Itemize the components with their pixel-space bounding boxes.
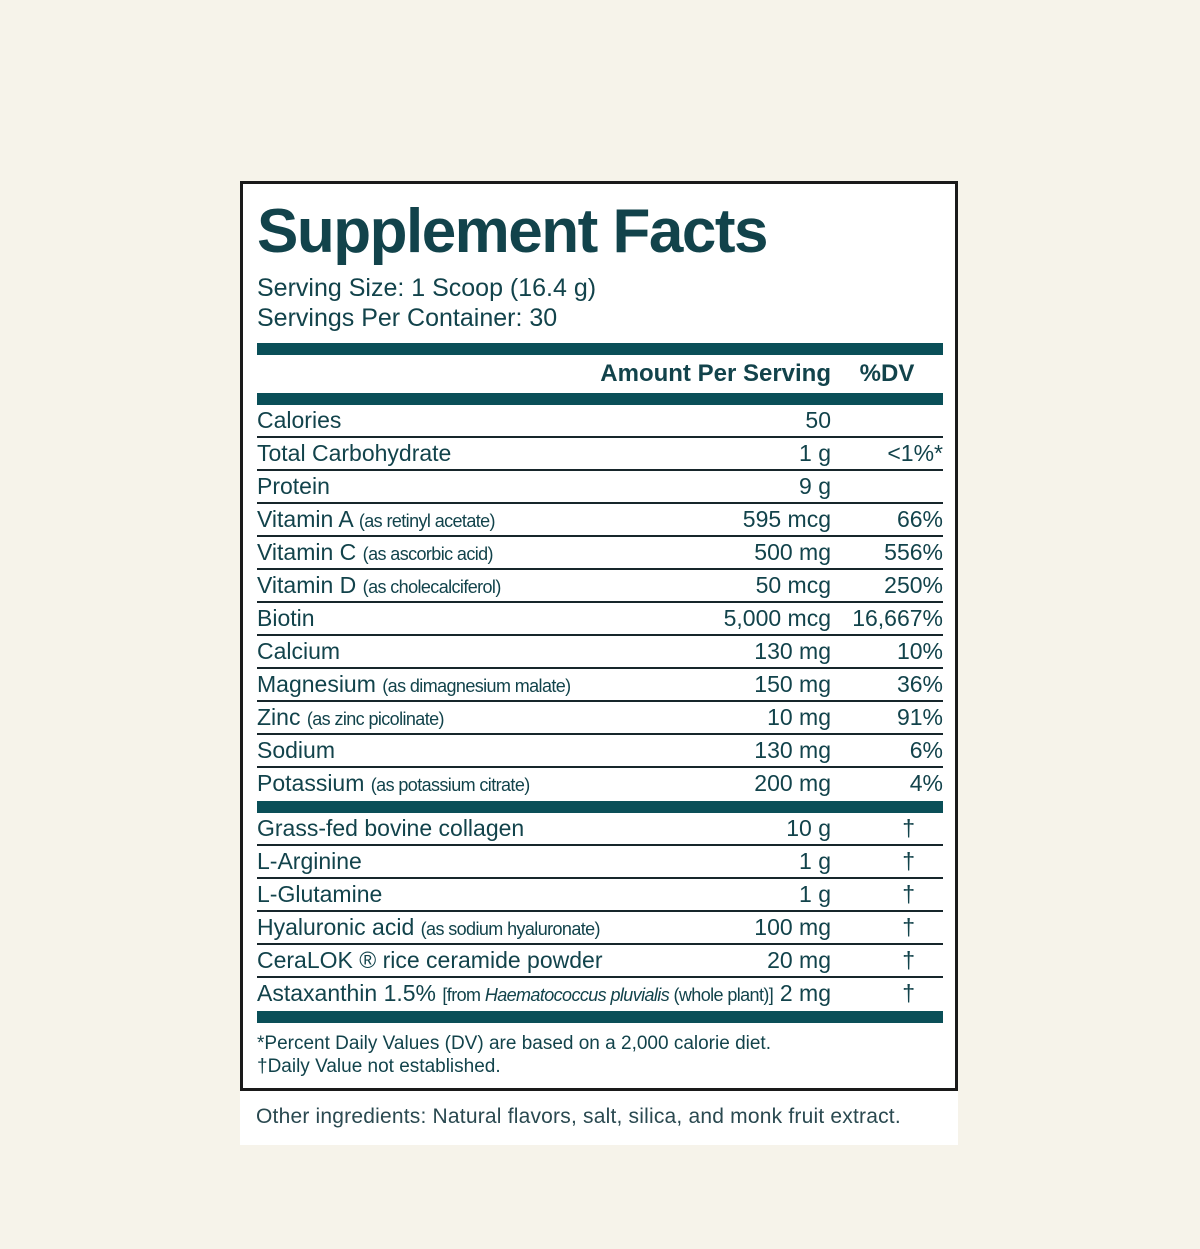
ingredient-source-note: (as ascorbic acid)	[362, 544, 494, 565]
ingredient-daily-value: †	[902, 881, 915, 908]
footnotes: *Percent Daily Values (DV) are based on …	[257, 1032, 943, 1078]
ingredient-name: Calcium	[257, 638, 341, 665]
ingredient-daily-value: 91%	[896, 704, 943, 731]
ingredient-source-note: [from Haematococcus pluvialis (whole pla…	[442, 985, 774, 1006]
ingredient-daily-value: 556%	[884, 539, 943, 566]
ingredient-row: Calories 50	[257, 405, 943, 439]
ingredient-daily-value: †	[902, 914, 915, 941]
ingredient-source-note: (as zinc picolinate)	[306, 709, 445, 730]
ingredient-name: Sodium	[257, 737, 335, 764]
ingredient-row: Potassium (as potassium citrate) 200 mg 4%	[257, 768, 943, 801]
servings-per-container-text: Servings Per Container: 30	[257, 304, 558, 333]
ingredient-daily-value: 16,667%	[852, 605, 943, 632]
ingredient-name: Total Carbohydrate	[257, 440, 452, 467]
ingredient-row: Sodium 130 mg 6%	[257, 735, 943, 769]
ingredient-row: Biotin 5,000 mcg 16,667%	[257, 603, 943, 637]
ingredient-name: Vitamin D (as cholecalciferol)	[257, 572, 502, 599]
ingredient-row: Total Carbohydrate 1 g <1%*	[257, 438, 943, 472]
ingredient-source-note: (as potassium citrate)	[370, 775, 530, 796]
ingredient-amount: 20 mg	[767, 947, 831, 974]
ingredient-name: Calories	[257, 407, 342, 434]
ingredient-row: Zinc (as zinc picolinate) 10 mg 91%	[257, 702, 943, 736]
ingredient-daily-value: 250%	[884, 572, 943, 599]
other-ingredients-text: Other ingredients: Natural flavors, salt…	[240, 1091, 958, 1146]
thick-divider-bar	[257, 801, 943, 814]
ingredient-amount: 595 mcg	[742, 506, 831, 533]
ingredient-amount: 1 g	[799, 440, 831, 467]
ingredient-row: Hyaluronic acid (as sodium hyaluronate) 1…	[257, 912, 943, 946]
ingredient-amount: 50 mcg	[755, 572, 831, 599]
ingredient-daily-value: †	[902, 848, 915, 875]
ingredient-daily-value: 4%	[909, 770, 943, 797]
ingredient-name: Potassium (as potassium citrate)	[257, 770, 530, 797]
ingredient-amount: 1 g	[799, 848, 831, 875]
nutrients-section: Calories 50 Total Carbohydrate 1 g <1%* Prote…	[257, 405, 943, 801]
ingredient-name: Protein	[257, 473, 330, 500]
ingredient-name: L-Arginine	[257, 848, 362, 875]
ingredient-name: Biotin	[257, 605, 315, 632]
ingredient-row: Vitamin D (as cholecalciferol) 50 mcg 250%	[257, 570, 943, 604]
footnote-daily-values: *Percent Daily Values (DV) are based on …	[257, 1033, 771, 1055]
ingredient-amount: 500 mg	[754, 539, 831, 566]
thick-divider-bar	[257, 1011, 943, 1024]
ingredient-source-note: (as dimagnesium malate)	[382, 676, 571, 697]
ingredient-row: Astaxanthin 1.5% [from Haematococcus plu…	[257, 978, 943, 1011]
ingredient-row: CeraLOK ® rice ceramide powder 20 mg †	[257, 945, 943, 979]
ingredient-name: Zinc (as zinc picolinate)	[257, 704, 445, 731]
supplement-facts-panel: Supplement Facts Serving Size: 1 Scoop (…	[240, 181, 958, 1092]
ingredient-row: L-Glutamine 1 g †	[257, 879, 943, 913]
label-card: Supplement Facts Serving Size: 1 Scoop (…	[240, 181, 958, 1146]
ingredient-amount: 10 mg	[767, 704, 831, 731]
ingredient-amount: 2 mg	[779, 980, 831, 1007]
other-actives-section: Grass-fed bovine collagen 10 g † L-Arginine…	[257, 813, 943, 1011]
serving-size-text: Serving Size: 1 Scoop (16.4 g)	[257, 274, 597, 303]
ingredient-source-note: (as cholecalciferol)	[362, 577, 502, 598]
ingredient-daily-value: 10%	[896, 638, 943, 665]
ingredient-row: Calcium 130 mg 10%	[257, 636, 943, 670]
footnote-dagger: †Daily Value not established.	[257, 1056, 501, 1078]
thick-divider-bar	[257, 343, 943, 356]
ingredient-amount: 9 g	[799, 473, 831, 500]
ingredient-amount: 130 mg	[754, 638, 831, 665]
ingredient-name: Vitamin C (as ascorbic acid)	[257, 539, 494, 566]
ingredient-row: Protein 9 g	[257, 471, 943, 505]
ingredient-daily-value: 66%	[896, 506, 943, 533]
ingredient-row: Magnesium (as dimagnesium malate) 150 mg 3…	[257, 669, 943, 703]
ingredient-row: L-Arginine 1 g †	[257, 846, 943, 880]
ingredient-amount: 130 mg	[754, 737, 831, 764]
ingredient-amount: 200 mg	[754, 770, 831, 797]
ingredient-name: Astaxanthin 1.5% [from Haematococcus plu…	[257, 980, 774, 1007]
ingredient-amount: 100 mg	[754, 914, 831, 941]
ingredient-name: Grass-fed bovine collagen	[257, 815, 525, 842]
ingredient-daily-value: <1%*	[887, 440, 943, 467]
ingredient-amount: 5,000 mcg	[723, 605, 831, 632]
ingredient-row: Vitamin A (as retinyl acetate) 595 mcg 66%	[257, 504, 943, 538]
ingredient-name: CeraLOK ® rice ceramide powder	[257, 947, 603, 974]
ingredient-daily-value: †	[902, 947, 915, 974]
ingredient-row: Vitamin C (as ascorbic acid) 500 mg 556%	[257, 537, 943, 571]
ingredient-amount: 1 g	[799, 881, 831, 908]
ingredient-name: Hyaluronic acid (as sodium hyaluronate)	[257, 914, 601, 941]
ingredient-amount: 50	[805, 407, 831, 434]
ingredient-daily-value: 6%	[909, 737, 943, 764]
ingredient-row: Grass-fed bovine collagen 10 g †	[257, 813, 943, 847]
ingredient-name: L-Glutamine	[257, 881, 383, 908]
ingredient-daily-value: 36%	[896, 671, 943, 698]
ingredient-daily-value: †	[902, 815, 915, 842]
ingredient-name: Vitamin A (as retinyl acetate)	[257, 506, 496, 533]
ingredient-amount: 10 g	[786, 815, 831, 842]
ingredient-amount: 150 mg	[754, 671, 831, 698]
column-header-row: Amount Per Serving %DV	[257, 355, 943, 393]
dv-column-header: %DV	[859, 360, 915, 388]
thick-divider-bar	[257, 393, 943, 406]
amount-column-header: Amount Per Serving	[600, 360, 831, 388]
ingredient-name: Magnesium (as dimagnesium malate)	[257, 671, 571, 698]
ingredient-source-note: (as retinyl acetate)	[358, 511, 496, 532]
panel-title: Supplement Facts	[257, 197, 769, 266]
ingredient-daily-value: †	[902, 980, 915, 1007]
ingredient-source-note: (as sodium hyaluronate)	[420, 919, 601, 940]
